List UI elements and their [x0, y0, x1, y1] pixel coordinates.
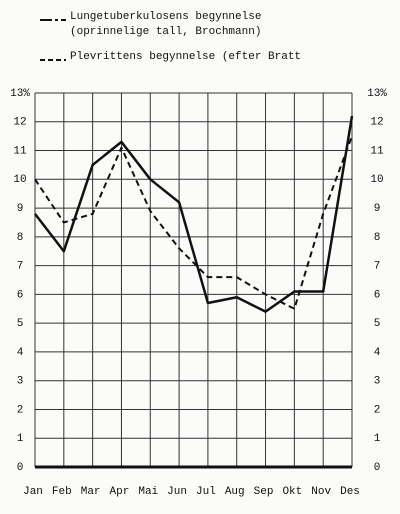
series-line: [34, 115, 354, 313]
y-tick-label: 5: [17, 318, 24, 330]
y-tick-label-right: 7: [374, 261, 381, 273]
y-tick-label-right: 9: [374, 203, 381, 215]
y-tick-label: 2: [17, 404, 24, 416]
x-tick-label: Nov: [311, 486, 331, 498]
y-tick-label-right: 0: [374, 462, 381, 474]
y-tick-label: 8: [17, 232, 24, 244]
y-tick-label: 12: [13, 117, 26, 129]
y-tick-label-right: 4: [374, 347, 381, 359]
x-tick-label: Mar: [81, 486, 101, 498]
x-tick-label: Apr: [110, 486, 130, 498]
y-tick-label-right: 12: [370, 117, 383, 129]
y-tick-label: 6: [17, 289, 24, 301]
y-tick-label: 4: [17, 347, 24, 359]
y-tick-label-right: 11: [370, 145, 384, 157]
x-tick-label: Mai: [138, 486, 158, 498]
x-tick-label: Feb: [52, 486, 72, 498]
x-tick-label: Jul: [196, 486, 216, 498]
x-tick-label: Des: [340, 486, 360, 498]
y-tick-label-right: 13%: [367, 88, 387, 100]
y-tick-label-right: 10: [370, 174, 383, 186]
x-tick-label: Sep: [254, 486, 274, 498]
y-tick-label: 0: [17, 462, 24, 474]
series-line: [34, 135, 353, 310]
y-tick-label: 7: [17, 261, 24, 273]
legend-label: Plevrittens begynnelse (efter Bratt: [70, 51, 302, 63]
y-tick-label: 3: [17, 376, 24, 388]
y-tick-label-right: 6: [374, 289, 381, 301]
y-tick-label: 13%: [10, 88, 30, 100]
y-tick-label: 10: [13, 174, 26, 186]
x-tick-label: Okt: [282, 486, 302, 498]
y-tick-label: 11: [13, 145, 27, 157]
x-tick-label: Jun: [167, 486, 187, 498]
y-tick-label-right: 3: [374, 376, 381, 388]
y-tick-label-right: 8: [374, 232, 381, 244]
y-tick-label-right: 2: [374, 404, 381, 416]
y-tick-label: 1: [17, 433, 24, 445]
legend-label: Lungetuberkulosens begynnelse (oprinneli…: [70, 11, 262, 38]
x-tick-label: Jan: [23, 486, 43, 498]
y-tick-label: 9: [17, 203, 24, 215]
x-tick-label: Aug: [225, 486, 245, 498]
y-tick-label-right: 5: [374, 318, 381, 330]
y-tick-label-right: 1: [374, 433, 381, 445]
